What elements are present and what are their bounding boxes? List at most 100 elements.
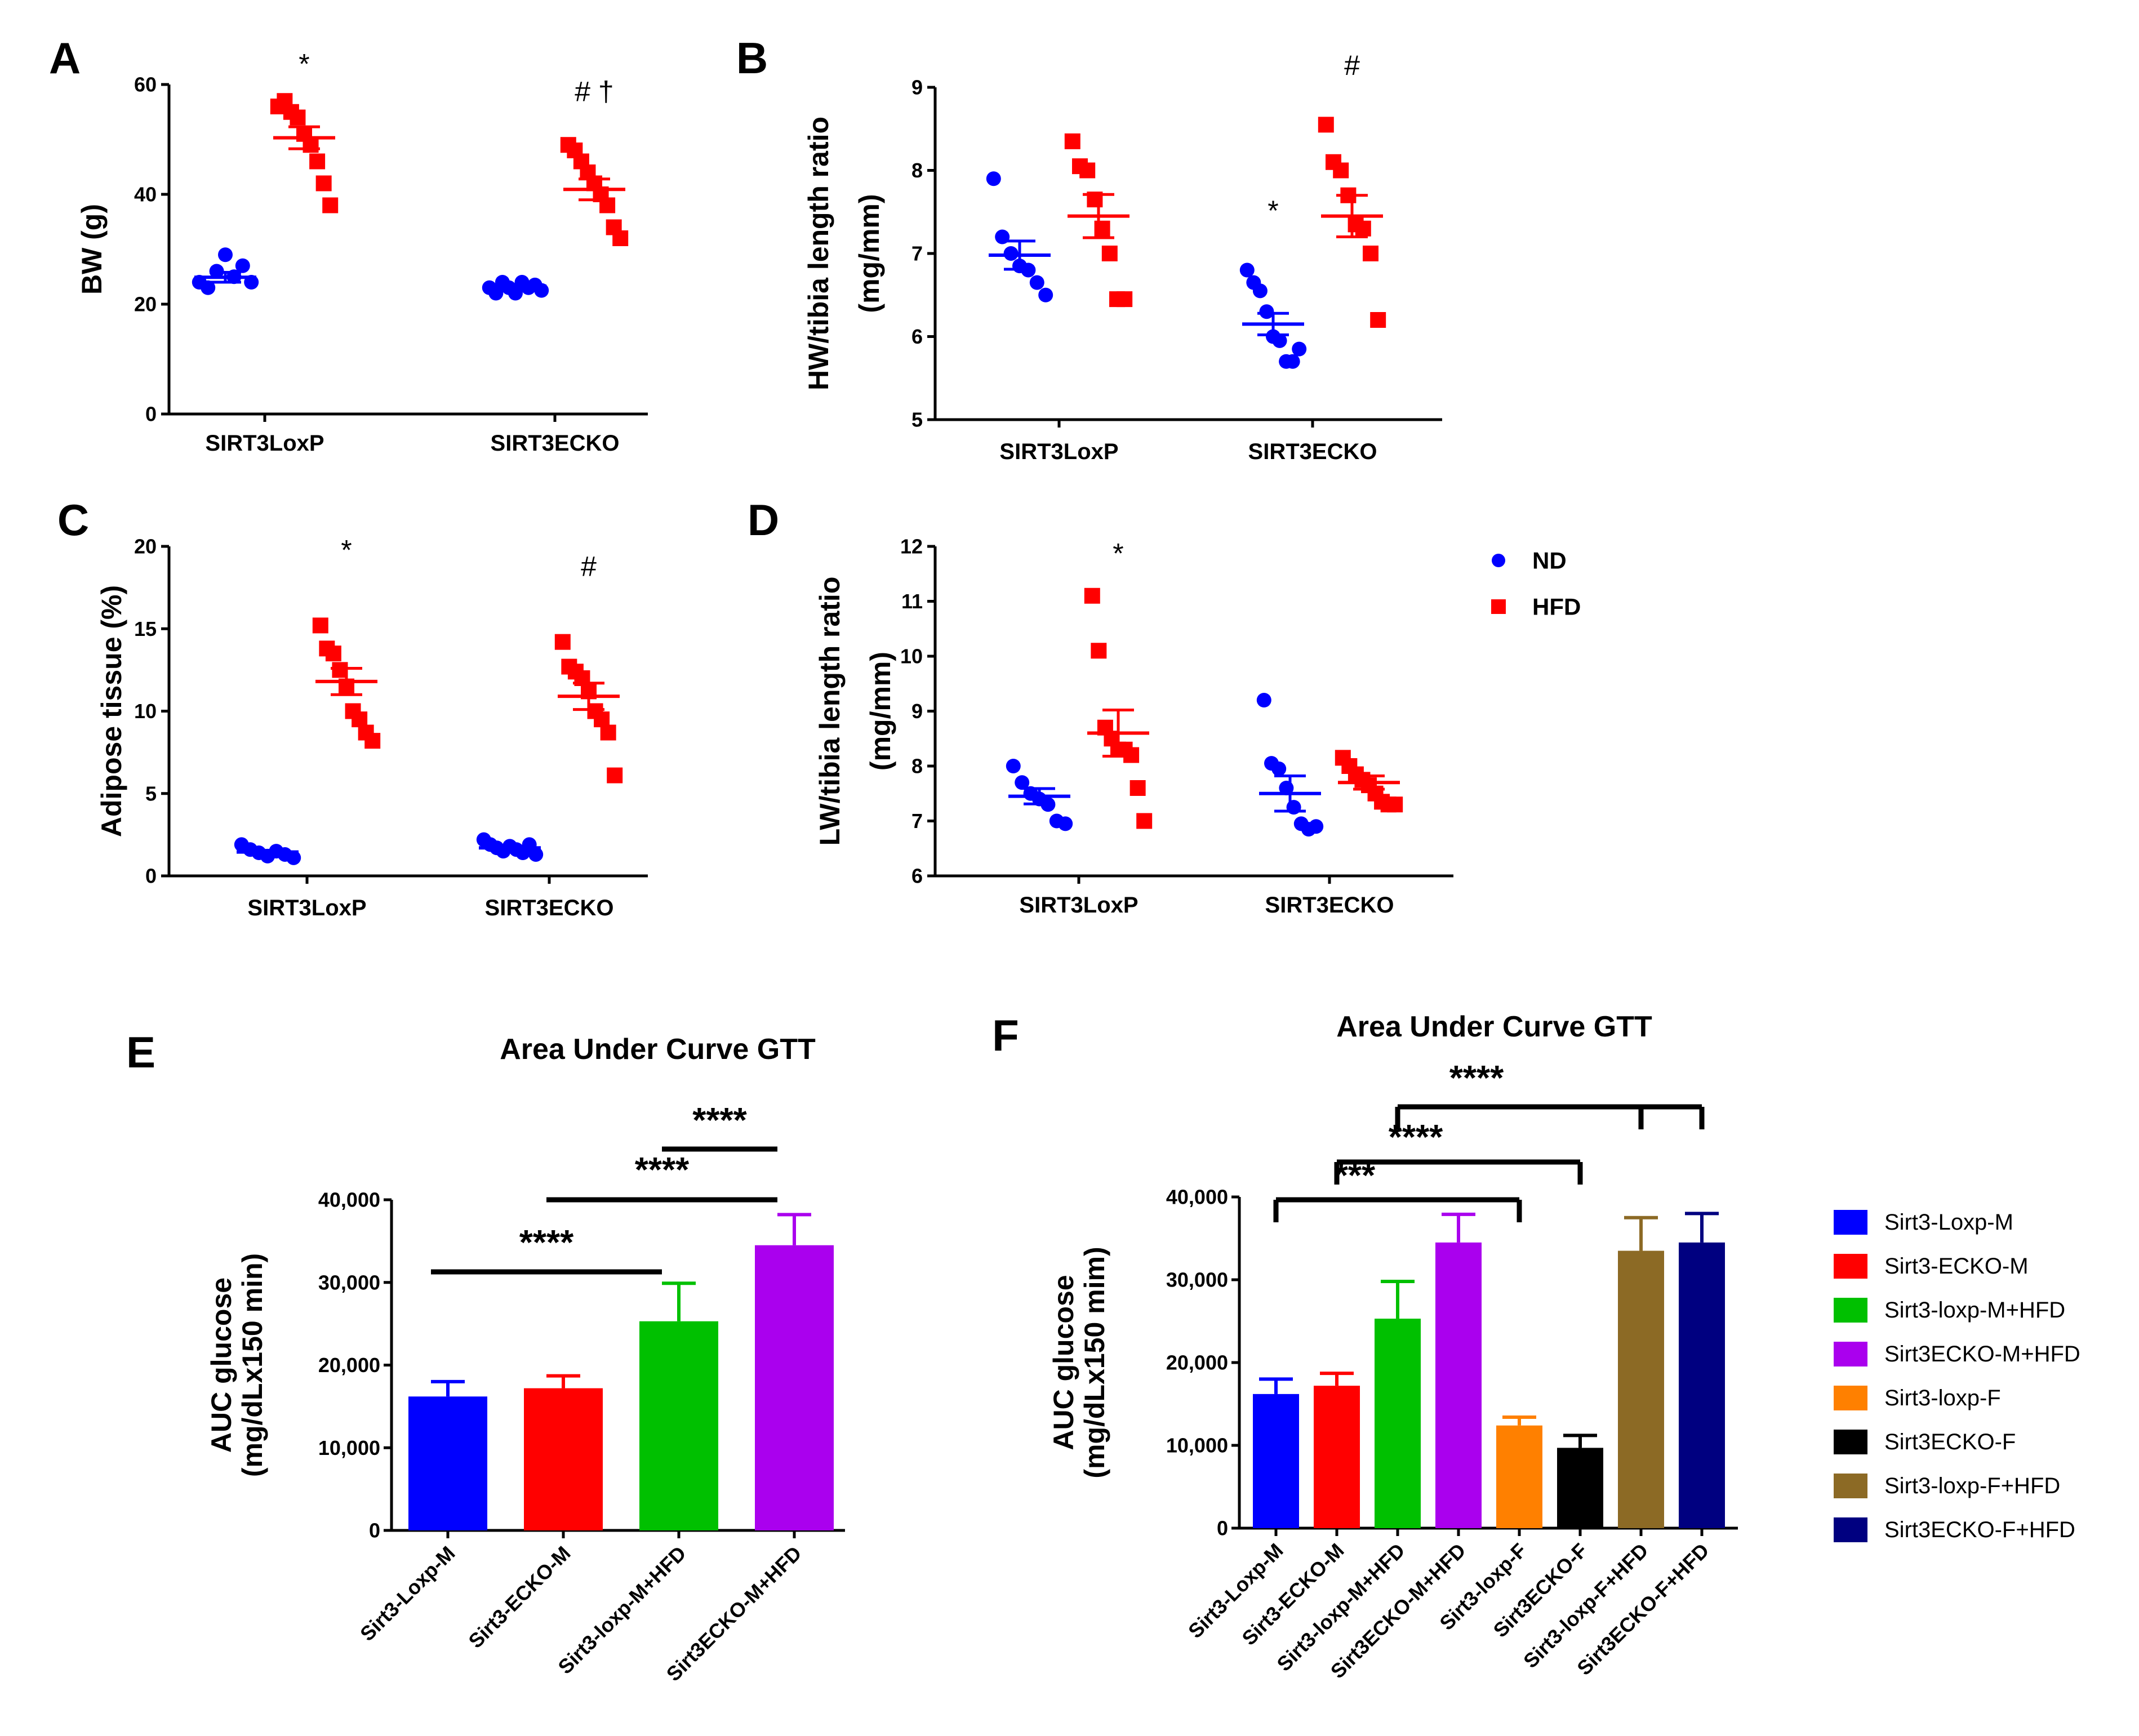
- y-tick-label-E: 40,000: [318, 1189, 380, 1212]
- data-point-C: [325, 646, 341, 662]
- data-point-A: [488, 286, 504, 301]
- data-point-B: [1064, 133, 1080, 149]
- y-axis-label-D: LW/tibia length ratio: [814, 577, 846, 846]
- y-tick-label-A: 40: [134, 183, 157, 206]
- y-tick-label-F: 0: [1217, 1517, 1228, 1540]
- data-point-A: [309, 153, 326, 170]
- data-point-B: [1318, 117, 1334, 133]
- data-point-B: [1117, 291, 1133, 308]
- significance-mark-C: #: [581, 551, 597, 582]
- y-tick-label-B: 7: [911, 242, 923, 265]
- data-point-C: [286, 850, 301, 865]
- category-label-D: SIRT3ECKO: [1265, 893, 1394, 918]
- data-point-B: [1292, 341, 1307, 357]
- significance-mark-B: #: [1344, 50, 1360, 81]
- significance-mark-D: *: [1113, 537, 1123, 569]
- legend-label-F: Sirt3-loxp-F: [1884, 1386, 2001, 1410]
- significance-mark-E: ****: [692, 1101, 747, 1140]
- bar-E: [639, 1321, 718, 1530]
- data-point-D: [1006, 759, 1021, 773]
- legend-label-F: Sirt3ECKO-F: [1884, 1430, 2016, 1454]
- panel-label-B: B: [736, 33, 768, 83]
- data-point-C: [594, 711, 610, 728]
- y-tick-label-E: 0: [369, 1519, 380, 1542]
- data-point-C: [352, 711, 368, 728]
- y-tick-label-A: 60: [134, 73, 157, 96]
- data-point-C: [600, 724, 616, 741]
- bar-F: [1557, 1448, 1603, 1528]
- legend-label-F: Sirt3ECKO-M+HFD: [1884, 1342, 2080, 1366]
- data-point-D: [1091, 643, 1107, 659]
- data-point-B: [1370, 312, 1386, 328]
- data-point-B: [1272, 333, 1287, 348]
- legend-swatch-F: [1834, 1254, 1867, 1279]
- panel-label-D: D: [748, 495, 779, 545]
- significance-mark-A: *: [299, 48, 309, 80]
- legend-swatch-F: [1834, 1474, 1867, 1498]
- y-tick-label-E: 30,000: [318, 1271, 380, 1294]
- bar-E: [408, 1396, 487, 1530]
- y-tick-label-B: 6: [911, 325, 923, 348]
- y-tick-label-B: 8: [911, 159, 923, 182]
- y-tick-label-C: 5: [145, 782, 157, 805]
- bar-F: [1375, 1319, 1421, 1528]
- legend-label-F: Sirt3-loxp-M+HFD: [1884, 1298, 2065, 1323]
- y-axis-label-2-B: (mg/mm): [853, 194, 885, 313]
- y-axis-label-C: Adipose tissue (%): [96, 585, 127, 837]
- legend-label-D: HFD: [1532, 594, 1581, 620]
- data-point-A: [218, 247, 233, 262]
- legend-marker-D: [1492, 554, 1505, 567]
- category-label-B: SIRT3ECKO: [1248, 439, 1377, 464]
- significance-mark-B: *: [1268, 195, 1278, 226]
- y-tick-label-D: 8: [911, 755, 923, 778]
- data-point-B: [1038, 287, 1053, 302]
- category-label-D: SIRT3LoxP: [1019, 893, 1138, 918]
- y-tick-label-E: 20,000: [318, 1354, 380, 1377]
- legend-label-F: Sirt3-ECKO-M: [1884, 1254, 2029, 1279]
- y-tick-label-F: 10,000: [1166, 1434, 1228, 1457]
- significance-mark-A: # †: [575, 75, 614, 107]
- significance-mark-C: *: [341, 534, 352, 566]
- y-tick-label-D: 6: [911, 865, 923, 888]
- y-axis-label-E: AUC glucose: [206, 1277, 237, 1453]
- data-point-C: [364, 733, 381, 749]
- y-tick-label-C: 20: [134, 535, 157, 558]
- category-label-C: SIRT3LoxP: [247, 896, 366, 920]
- panel-label-F: F: [992, 1011, 1019, 1060]
- significance-mark-E: ****: [635, 1151, 690, 1190]
- y-axis-label-F: AUC glucose: [1048, 1275, 1079, 1450]
- bar-F: [1314, 1386, 1360, 1528]
- data-point-D: [1271, 761, 1287, 776]
- bar-F: [1253, 1394, 1299, 1528]
- data-point-D: [1256, 693, 1271, 707]
- data-point-A: [315, 175, 332, 192]
- y-tick-label-F: 30,000: [1166, 1268, 1228, 1292]
- data-point-B: [1239, 262, 1255, 278]
- y-tick-label-C: 0: [145, 865, 157, 888]
- data-point-D: [1387, 796, 1403, 813]
- bar-E: [755, 1245, 834, 1530]
- legend-label-F: Sirt3-loxp-F+HFD: [1884, 1474, 2060, 1498]
- category-label-E: Sirt3-Loxp-M: [355, 1542, 460, 1646]
- category-label-A: SIRT3ECKO: [491, 431, 620, 456]
- y-tick-label-A: 0: [145, 403, 157, 426]
- y-tick-label-A: 20: [134, 293, 157, 316]
- category-label-A: SIRT3LoxP: [205, 431, 324, 456]
- legend-marker-D: [1491, 599, 1506, 614]
- y-axis-label-2-D: (mg/mm): [865, 652, 896, 771]
- bar-F: [1679, 1242, 1725, 1528]
- legend-swatch-F: [1834, 1386, 1867, 1410]
- data-point-B: [1029, 275, 1044, 290]
- data-point-A: [322, 197, 339, 213]
- data-point-D: [1084, 587, 1100, 604]
- data-point-C: [312, 617, 328, 634]
- y-tick-label-D: 9: [911, 700, 923, 723]
- data-point-B: [1363, 246, 1378, 261]
- data-point-B: [1285, 354, 1300, 369]
- data-point-B: [1094, 220, 1110, 237]
- data-point-B: [1079, 162, 1096, 179]
- y-tick-label-B: 5: [911, 408, 923, 431]
- bar-F: [1618, 1250, 1664, 1528]
- legend-swatch-F: [1834, 1298, 1867, 1323]
